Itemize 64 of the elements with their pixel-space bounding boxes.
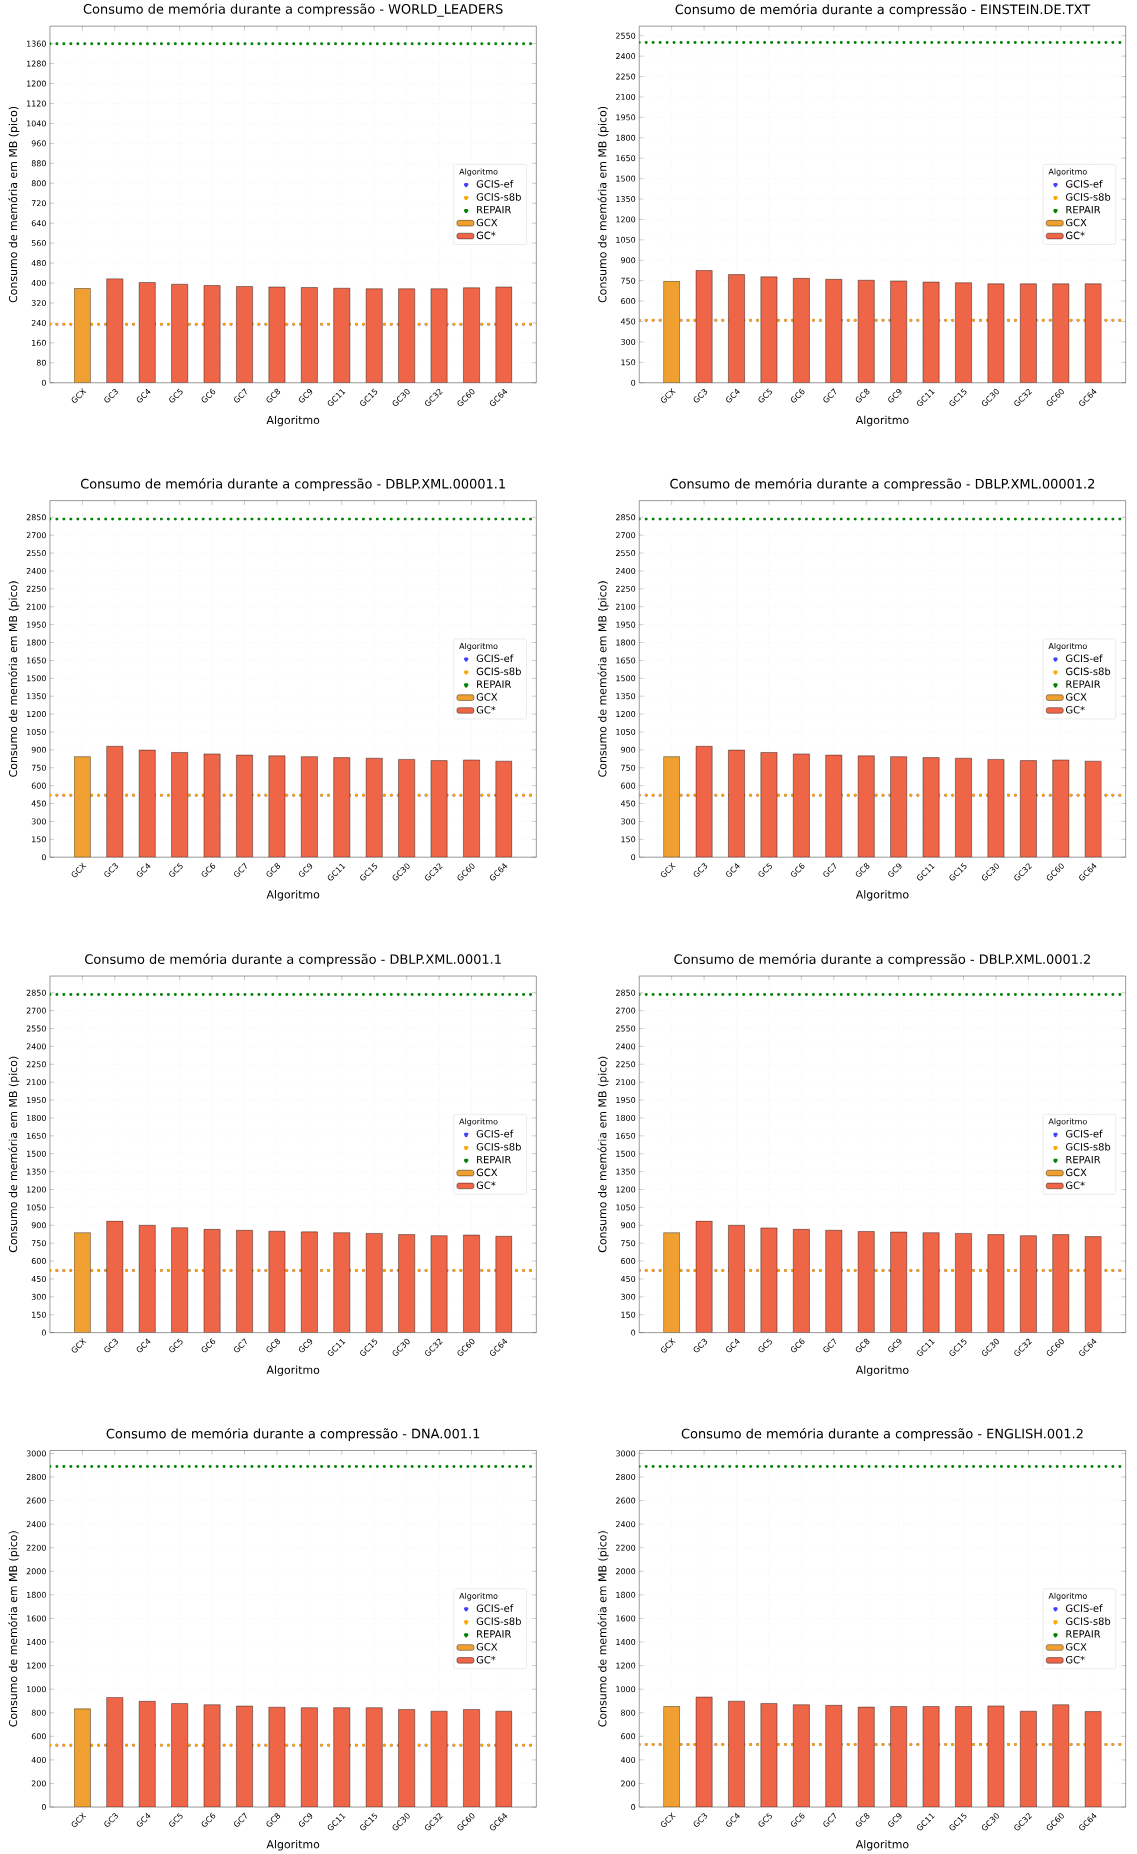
chart-title: Consumo de memória durante a compressão - DNA.001.1: [106, 1427, 480, 1441]
chart-title: Consumo de memória durante a compressão - EINSTEIN.DE.TXT: [675, 3, 1091, 17]
x-axis-title: Algoritmo: [856, 1365, 909, 1377]
x-axis-title: Algoritmo: [856, 415, 909, 427]
legend-label: GC*: [476, 231, 496, 240]
legend-label: GCIS-s8b: [476, 1617, 522, 1625]
legend-label: GCIS-s8b: [1066, 192, 1111, 201]
legend-label: GCIS-ef: [1066, 179, 1103, 188]
legend-label: GCIS-ef: [476, 654, 514, 663]
legend-label: GCIS-ef: [476, 1604, 514, 1612]
legend-label: GC*: [1066, 1181, 1085, 1189]
x-axis-title: Algoritmo: [266, 415, 320, 427]
chart-title: Consumo de memória durante a compressão - DBLP.XML.00001.2: [670, 478, 1095, 492]
chart-title: Consumo de memória durante a compressão - DBLP.XML.00001.1: [81, 478, 506, 492]
y-axis-title: Consumo de memória em MB (pico): [8, 1056, 20, 1253]
legend-label: GCX: [476, 218, 498, 227]
legend-label: GCX: [476, 693, 498, 701]
legend-label: GCX: [476, 1168, 498, 1177]
legend-label: REPAIR: [477, 1155, 512, 1164]
legend-label: GC*: [476, 1181, 496, 1189]
chart-title: Consumo de memória durante a compressão - WORLD_LEADERS: [83, 3, 503, 17]
x-axis-title: Algoritmo: [266, 1365, 320, 1377]
legend-label: REPAIR: [1066, 680, 1101, 688]
legend-label: REPAIR: [477, 1630, 512, 1638]
legend-label: REPAIR: [1066, 1630, 1101, 1638]
legend-label: GC*: [476, 1655, 496, 1664]
legend-label: GCIS-s8b: [476, 667, 522, 676]
legend-label: REPAIR: [477, 206, 512, 214]
legend-label: REPAIR: [1066, 1155, 1101, 1164]
legend-label: GCIS-ef: [1066, 1129, 1103, 1138]
chart-title: Consumo de memória durante a compressão - DBLP.XML.0001.2: [674, 953, 1091, 967]
y-axis-title: Consumo de memória em MB (pico): [597, 1056, 609, 1253]
legend-label: GCIS-ef: [476, 1129, 514, 1138]
legend-label: GCX: [476, 1643, 498, 1651]
y-axis-title: Consumo de memória em MB (pico): [597, 106, 609, 303]
legend-label: GCIS-s8b: [1066, 1617, 1111, 1625]
y-axis-title: Consumo de memória em MB (pico): [8, 1531, 20, 1727]
legend-label: GCIS-ef: [476, 179, 514, 188]
legend-label: GC*: [1066, 706, 1085, 714]
y-axis-title: Consumo de memória em MB (pico): [597, 1531, 609, 1727]
legend-label: GCIS-s8b: [1066, 667, 1111, 676]
chart-title: Consumo de memória durante a compressão - ENGLISH.001.2: [681, 1427, 1083, 1441]
x-axis-title: Algoritmo: [266, 1839, 320, 1851]
legend-label: GCIS-s8b: [476, 1142, 522, 1151]
x-axis-title: Algoritmo: [266, 890, 320, 901]
legend-label: GCIS-ef: [1066, 654, 1103, 663]
legend-label: GCX: [1066, 1168, 1087, 1177]
legend-label: GCX: [1066, 693, 1087, 701]
x-axis-title: Algoritmo: [856, 890, 909, 901]
legend-label: GCIS-s8b: [1066, 1142, 1111, 1151]
legend-label: GC*: [1066, 231, 1085, 240]
x-axis-title: Algoritmo: [856, 1839, 909, 1851]
legend-label: GCIS-ef: [1066, 1604, 1103, 1612]
legend-label: GCX: [1066, 218, 1087, 227]
legend-label: GC*: [476, 706, 496, 714]
chart-title: Consumo de memória durante a compressão - DBLP.XML.0001.1: [85, 953, 501, 967]
legend-label: REPAIR: [1066, 206, 1101, 214]
legend-label: GC*: [1066, 1655, 1085, 1664]
legend-label: GCX: [1066, 1643, 1087, 1651]
y-axis-title: Consumo de memória em MB (pico): [8, 581, 20, 777]
y-axis-title: Consumo de memória em MB (pico): [8, 106, 20, 303]
legend-label: GCIS-s8b: [476, 192, 522, 201]
legend-label: REPAIR: [477, 680, 512, 688]
y-axis-title: Consumo de memória em MB (pico): [597, 581, 609, 777]
